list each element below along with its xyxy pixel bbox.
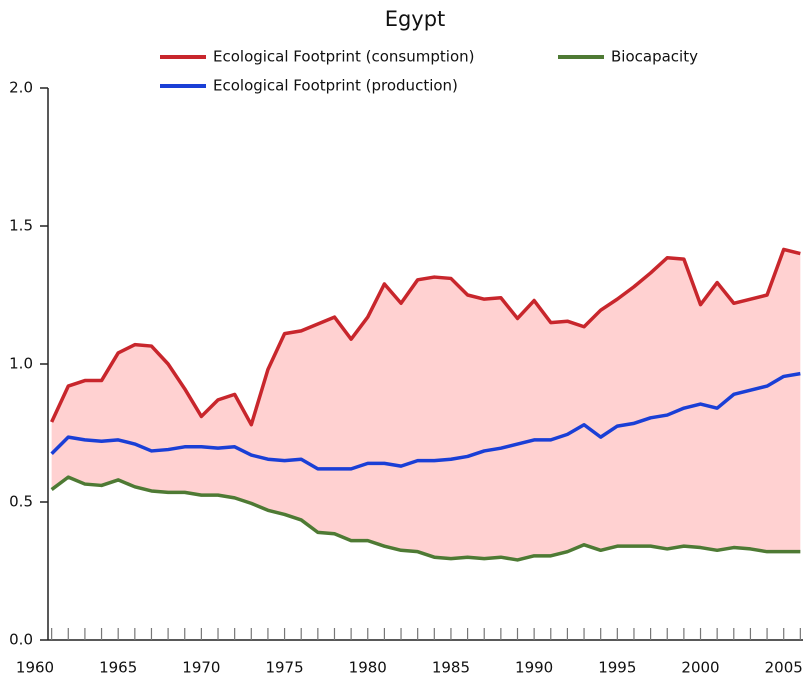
x-tick-label: 2005 <box>765 659 803 677</box>
legend-label: Ecological Footprint (consumption) <box>213 48 474 66</box>
series-line <box>50 247 801 427</box>
y-tick-label: 1.5 <box>9 217 33 235</box>
gap-area <box>51 249 801 560</box>
x-tick-label: 2000 <box>681 659 719 677</box>
x-tick-label: 1960 <box>16 659 54 677</box>
x-tick-label: 1970 <box>182 659 220 677</box>
x-tick-label: 1985 <box>432 659 470 677</box>
legend-label: Ecological Footprint (production) <box>213 77 458 95</box>
y-tick-label: 1.0 <box>9 355 33 373</box>
x-tick-label: 1975 <box>265 659 303 677</box>
legend-label: Biocapacity <box>611 48 698 66</box>
y-tick-label: 0.5 <box>9 493 33 511</box>
x-tick-label: 1995 <box>598 659 636 677</box>
series-line <box>50 371 801 471</box>
x-tick-label: 1990 <box>515 659 553 677</box>
chart-title: Egypt <box>385 7 446 31</box>
x-tick-label: 1980 <box>349 659 387 677</box>
x-tick-label: 1965 <box>99 659 137 677</box>
y-tick-label: 0.0 <box>9 631 33 649</box>
y-tick-label: 2.0 <box>9 79 33 97</box>
series-line <box>50 475 801 562</box>
